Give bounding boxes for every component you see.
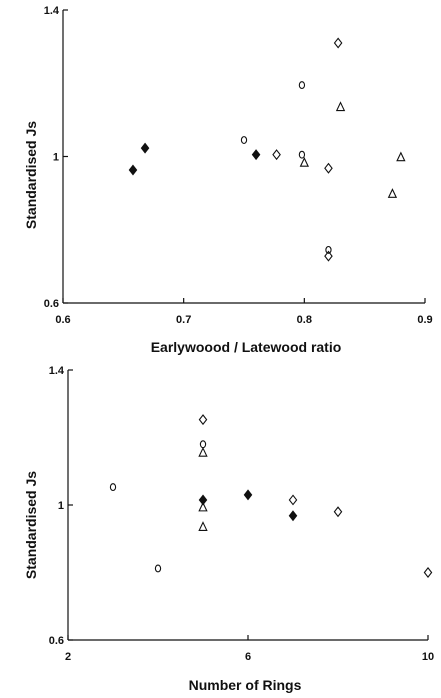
y-axis-label: Standardised Js: [23, 471, 39, 579]
data-point-filled-diamond: [251, 149, 261, 161]
data-point-open-diamond: [272, 149, 281, 161]
axis-ticks: 2 6 10 0.6 1 1.4: [49, 365, 434, 663]
x-tick-label: 2: [65, 651, 71, 663]
chart-number-of-rings: 2 6 10 0.6 1 1.4 Standardised Js Number of Ri…: [23, 365, 434, 693]
data-point-open-circle: [298, 150, 306, 159]
data-point-open-circle: [298, 81, 306, 90]
data-point-filled-diamond: [140, 142, 150, 154]
data-point-open-diamond: [288, 494, 298, 506]
data-point-filled-diamond: [243, 489, 253, 501]
y-tick-label: 1: [58, 500, 64, 512]
x-tick-label: 10: [422, 651, 434, 663]
data-point-open-triangle: [299, 156, 310, 167]
y-axis-label: Standardised Js: [23, 121, 39, 229]
data-point-open-triangle: [387, 188, 398, 198]
y-tick-label: 1.4: [44, 5, 60, 17]
x-tick-label: 6: [245, 651, 251, 663]
y-tick-label: 1: [53, 152, 59, 164]
data-point-open-diamond: [423, 567, 433, 578]
data-point-open-diamond: [333, 506, 343, 518]
data-point-open-triangle: [396, 151, 406, 162]
plot-frame: [67, 370, 428, 641]
data-point-open-triangle: [335, 101, 346, 112]
y-tick-label: 0.6: [49, 635, 64, 647]
data-point-filled-diamond: [288, 510, 298, 522]
y-tick-label: 0.6: [44, 298, 59, 310]
data-point-filled-diamond: [198, 494, 208, 506]
chart-earlywood-latewood: 0.6 0.7 0.8 0.9 0.6 1 1.4 Standardised Js Earl…: [23, 5, 433, 355]
axis-ticks: 0.6 0.7 0.8 0.9 0.6 1 1.4: [44, 5, 433, 326]
x-tick-label: 0.7: [176, 314, 191, 326]
data-point-open-circle: [154, 564, 162, 573]
data-point-open-triangle: [198, 521, 208, 531]
data-point-filled-diamond: [128, 164, 138, 176]
x-tick-label: 0.6: [55, 314, 70, 326]
data-point-open-triangle: [198, 501, 208, 512]
data-point-open-circle: [199, 440, 207, 449]
data-point-open-circle: [109, 483, 117, 492]
x-axis-label: Earlywoood / Latewood ratio: [151, 339, 342, 355]
data-point-open-circle: [325, 245, 332, 254]
data-marks: [109, 414, 433, 578]
data-point-open-circle: [240, 136, 248, 144]
data-marks: [128, 37, 406, 262]
plot-frame: [62, 10, 425, 304]
data-point-open-triangle: [198, 446, 208, 457]
y-tick-label: 1.4: [49, 365, 65, 377]
data-point-open-diamond: [324, 250, 333, 262]
x-tick-label: 0.8: [297, 314, 312, 326]
data-point-open-diamond: [198, 414, 208, 426]
data-point-open-diamond: [333, 37, 343, 49]
x-tick-label: 0.9: [417, 314, 432, 326]
data-point-open-diamond: [324, 162, 333, 174]
x-axis-label: Number of Rings: [189, 677, 302, 693]
